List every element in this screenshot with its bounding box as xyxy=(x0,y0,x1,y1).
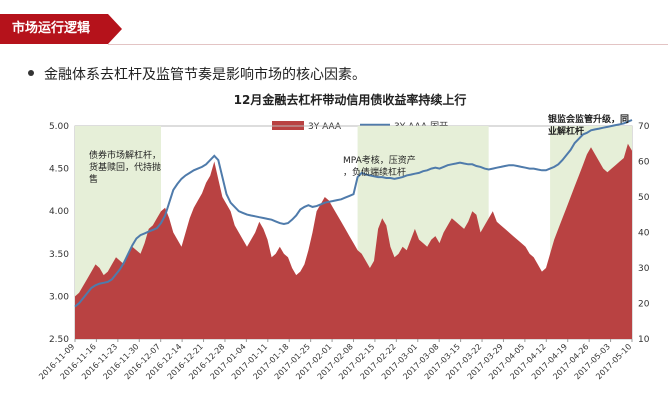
series-area-3y-aaa xyxy=(75,143,632,339)
bullet-point: 金融体系去杠杆及监管节奏是影响市场的核心因素。 xyxy=(28,64,366,84)
y-right-tick-label: 40 xyxy=(638,229,650,239)
y-right-tick-label: 10 xyxy=(638,335,650,345)
chart-title: 12月金融去杠杆带动信用债收益率持续上行 xyxy=(234,92,467,107)
y-right-tick-label: 60 xyxy=(638,158,650,168)
y-left-tick-label: 3.00 xyxy=(49,292,69,302)
bullet-text: 金融体系去杠杆及监管节奏是影响市场的核心因素。 xyxy=(44,67,366,83)
y-left-tick-label: 5.00 xyxy=(49,122,69,132)
chart: 12月金融去杠杆带动信用债收益率持续上行 3Y AAA 3Y AAA-国开 2.… xyxy=(37,92,650,381)
y-left-tick-label: 2.50 xyxy=(49,335,69,345)
y-left-tick-label: 3.50 xyxy=(49,250,69,260)
section-banner: 市场运行逻辑 xyxy=(0,14,122,44)
y-right-tick-label: 30 xyxy=(638,264,650,274)
annotation-2: MPA考核，压资产，负债端续杠杆 xyxy=(343,154,416,178)
y-right-tick-label: 70 xyxy=(638,122,650,132)
legend-label-area: 3Y AAA xyxy=(308,122,342,132)
section-title: 市场运行逻辑 xyxy=(12,21,91,36)
annotation-3: 银监会监管升级，同业解杠杆 xyxy=(548,113,629,137)
bullet-dot-icon xyxy=(28,70,34,76)
annotation-1: 债券市场解杠杆，货基赎回，代持抛售 xyxy=(89,149,161,185)
series-line-3y-aaa-spread xyxy=(74,119,633,308)
y-left-tick-label: 4.00 xyxy=(49,207,69,217)
y-right-tick-label: 20 xyxy=(638,300,650,310)
y-left-tick-label: 4.50 xyxy=(49,165,69,175)
y-right-tick-label: 50 xyxy=(638,193,650,203)
section-divider xyxy=(108,44,668,45)
